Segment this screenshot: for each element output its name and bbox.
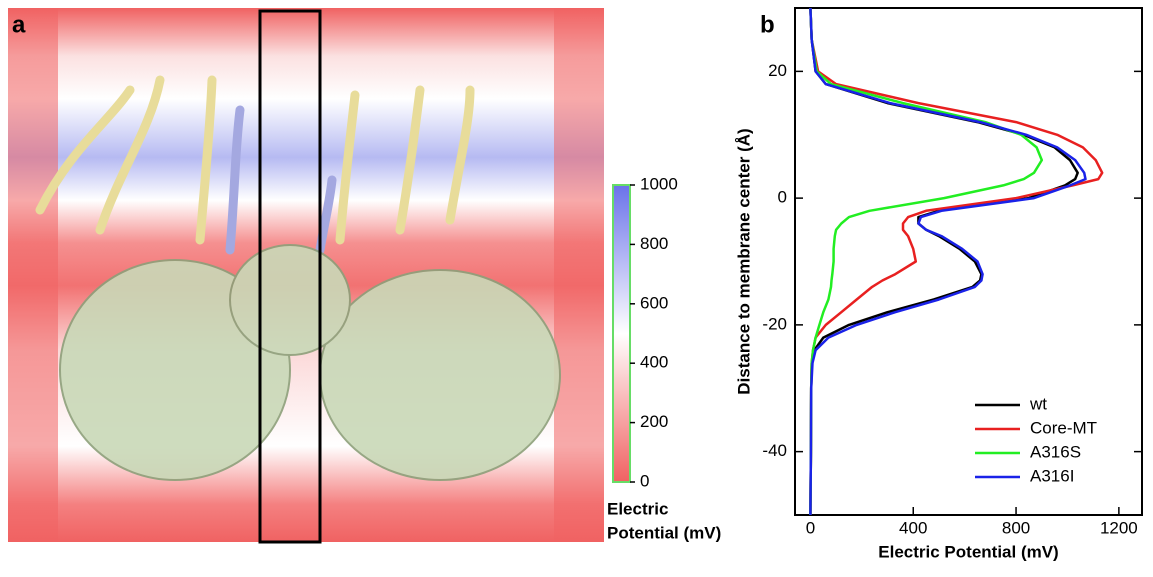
series-line	[809, 7, 1104, 516]
series-line	[809, 7, 1087, 516]
colorbar-tick-label: 400	[640, 353, 668, 372]
x-tick-label: 0	[806, 518, 815, 537]
legend-label: Core-MT	[1030, 418, 1097, 437]
colorbar	[612, 184, 631, 483]
x-axis-label: Electric Potential (mV)	[878, 542, 1058, 561]
legend-label: wt	[1029, 394, 1047, 413]
colorbar-tick-label: 1000	[640, 174, 678, 193]
x-tick-label: 1200	[1100, 518, 1138, 537]
panel-label: a	[12, 11, 26, 38]
colorbar-tick-label: 0	[640, 471, 649, 490]
legend-label: A316I	[1030, 466, 1074, 485]
y-tick-label: -20	[762, 314, 787, 333]
y-tick-label: -40	[762, 441, 787, 460]
map-edge	[554, 8, 604, 542]
colorbar-tick-label: 800	[640, 234, 668, 253]
series-line	[809, 7, 1044, 516]
y-tick-label: 20	[768, 61, 787, 80]
colorbar-label: Electric	[607, 499, 668, 518]
series-line	[809, 7, 1079, 516]
x-tick-label: 800	[1002, 518, 1030, 537]
highlight-box	[258, 9, 322, 544]
map-edge	[8, 8, 58, 542]
plot-frame	[794, 7, 1143, 516]
colorbar-tick-label: 200	[640, 412, 668, 431]
y-tick-label: 0	[778, 188, 787, 207]
y-axis-label: Distance to membrane center (Å)	[734, 128, 753, 394]
panel-a-image	[8, 8, 604, 544]
colorbar-tick-label: 600	[640, 293, 668, 312]
panel-label: b	[760, 11, 775, 38]
colorbar-label: Potential (mV)	[607, 523, 721, 542]
legend-label: A316S	[1030, 442, 1081, 461]
x-tick-label: 400	[899, 518, 927, 537]
